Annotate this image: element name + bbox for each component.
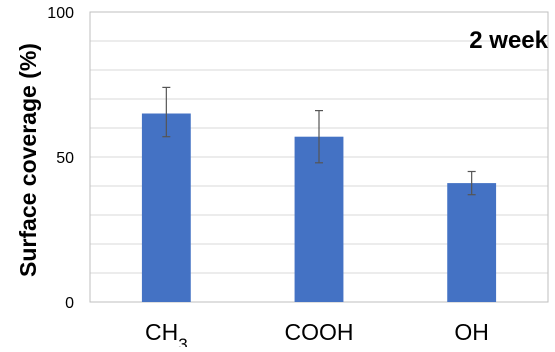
error-layer [162,86,476,196]
x-tick-label: COOH [285,319,354,345]
y-tick-label: 100 [47,5,74,22]
y-tick-label: 50 [56,150,74,167]
x-tick-label: CH3 [145,319,188,347]
y-tick-label: 0 [65,295,74,312]
chart-title: 2 week [469,27,548,54]
bar-1 [294,136,344,302]
x-tick-label: OH [454,319,489,345]
xtick-layer: CH3 COOH OH [145,319,489,352]
bar-layer [141,113,497,302]
y-axis-label: Surface coverage (%) [15,43,41,277]
ytick-layer: 0 50 100 [47,5,74,312]
bar-2 [447,183,497,302]
bar-0 [141,113,191,302]
